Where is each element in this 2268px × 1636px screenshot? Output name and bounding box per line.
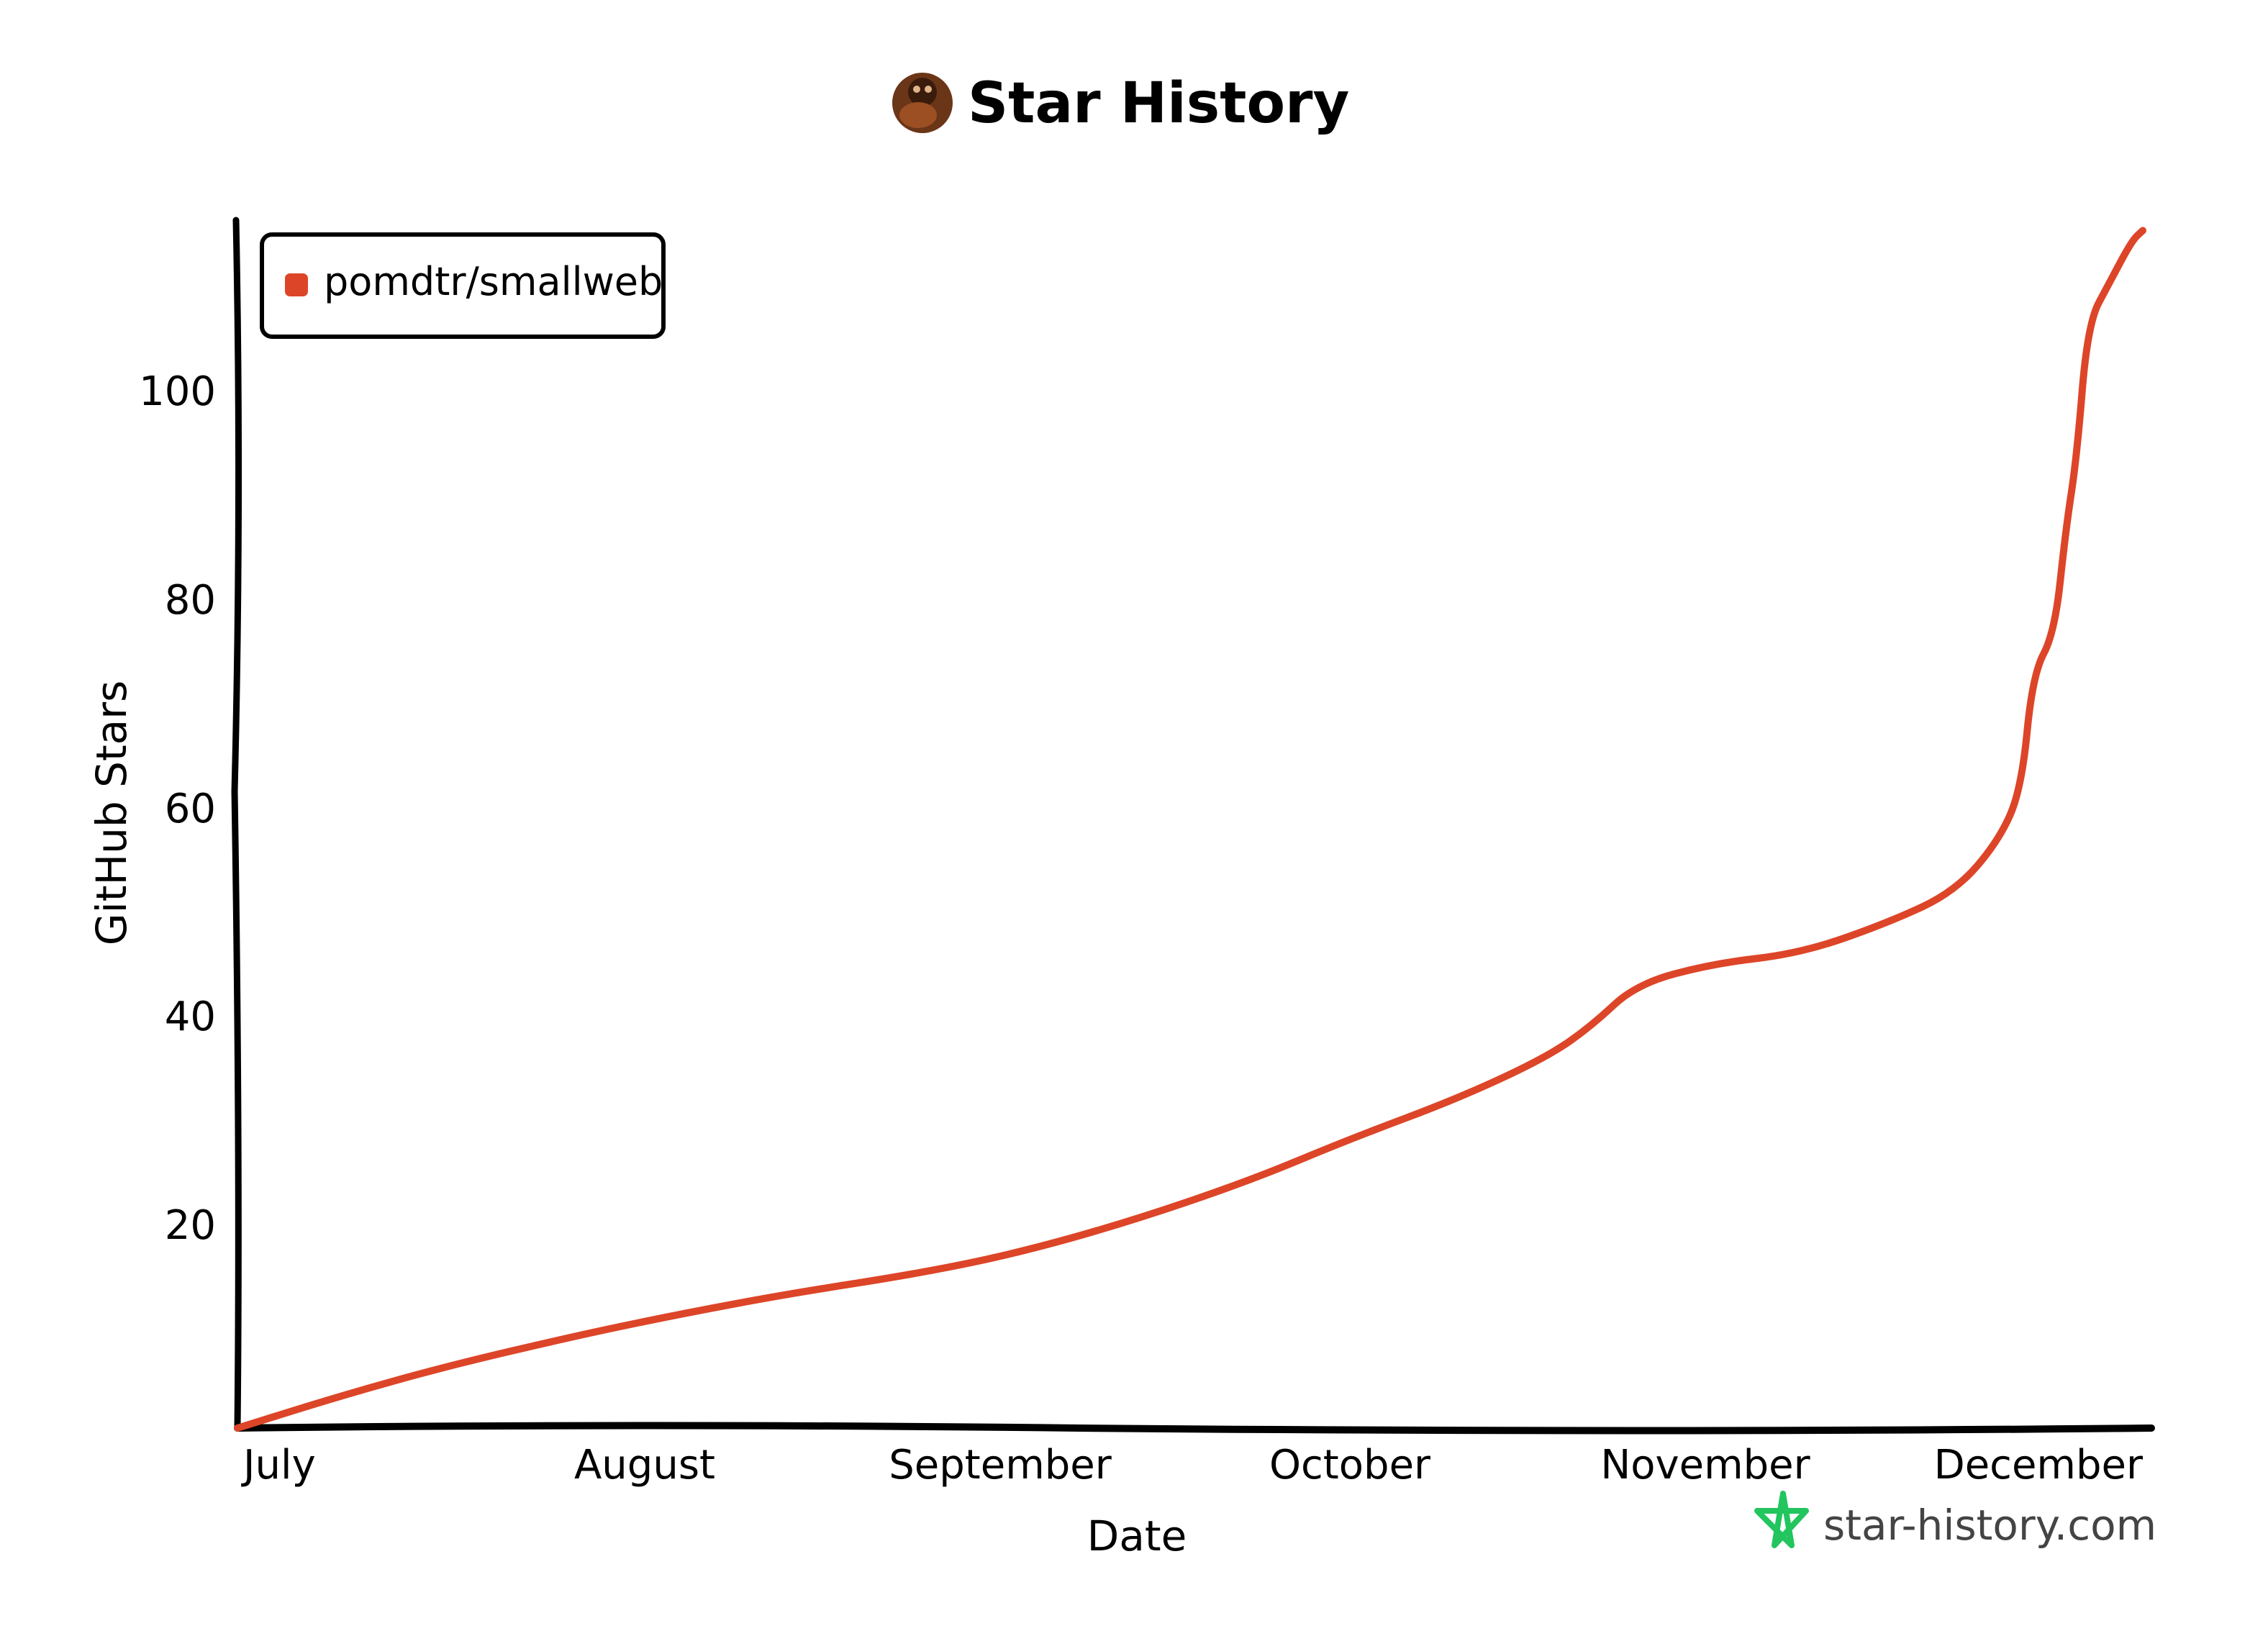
axes bbox=[231, 217, 2155, 1435]
x-axis-line bbox=[234, 1422, 2155, 1435]
legend: pomdtr/smallweb bbox=[260, 232, 666, 339]
x-tick-july: July bbox=[241, 1442, 316, 1489]
orangutan-avatar-icon bbox=[892, 73, 953, 133]
y-tick-40: 40 bbox=[165, 994, 216, 1040]
y-tick-80: 80 bbox=[165, 577, 216, 624]
brand-text: star-history.com bbox=[1823, 1501, 2156, 1550]
x-axis-label: Date bbox=[1087, 1512, 1187, 1560]
brand-watermark: star-history.com bbox=[1754, 1491, 2156, 1550]
legend-swatch bbox=[285, 273, 308, 296]
y-tick-60: 60 bbox=[165, 786, 216, 832]
x-tick-september: September bbox=[889, 1442, 1112, 1489]
chart-title: Star History bbox=[968, 71, 1349, 136]
x-tick-december: December bbox=[1934, 1442, 2144, 1489]
y-tick-labels: 20 40 60 80 100 bbox=[139, 368, 216, 1249]
y-axis-label: GitHub Stars bbox=[87, 681, 136, 946]
star-icon bbox=[1754, 1491, 1809, 1548]
y-tick-100: 100 bbox=[139, 368, 216, 415]
y-axis-line bbox=[231, 217, 242, 1432]
series-line-pomdtr-smallweb bbox=[234, 227, 2146, 1432]
legend-box bbox=[260, 232, 666, 339]
x-tick-november: November bbox=[1600, 1442, 1810, 1489]
legend-label: pomdtr/smallweb bbox=[324, 259, 663, 304]
chart-header: Star History bbox=[892, 71, 1349, 136]
x-tick-august: August bbox=[574, 1442, 715, 1489]
y-tick-20: 20 bbox=[165, 1202, 216, 1249]
x-tick-labels: July August September October November D… bbox=[241, 1442, 2144, 1489]
x-tick-october: October bbox=[1269, 1442, 1431, 1489]
